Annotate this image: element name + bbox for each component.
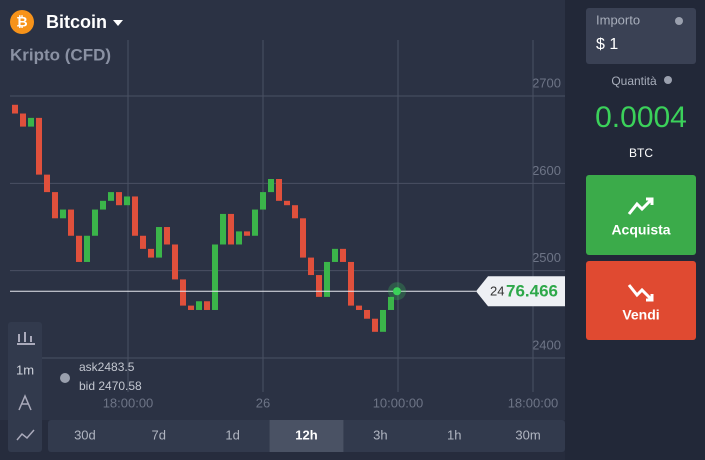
candle (76, 235, 82, 262)
candle (284, 200, 290, 206)
y-tick-label: 2600 (532, 163, 561, 178)
candle (372, 318, 378, 332)
range-label[interactable]: 30m (515, 427, 540, 442)
candle (52, 192, 58, 219)
indicator-icon[interactable] (16, 429, 35, 441)
asset-type: Kripto (CFD) (10, 45, 111, 64)
candle (316, 275, 322, 297)
candle (228, 213, 234, 245)
x-tick-label: 18:00:00 (508, 395, 559, 410)
ask: ask2483.5 (79, 360, 135, 374)
amount-label: Importo (596, 12, 640, 27)
left-toolbar (8, 322, 42, 452)
candle (84, 235, 90, 262)
candle (300, 218, 306, 258)
y-tick-label: 2500 (532, 250, 561, 265)
range-bar: 30d 7d 1d 12h 3h 1h 30m (48, 420, 565, 452)
buy-icon (627, 197, 654, 215)
range-label[interactable]: 1h (447, 427, 461, 442)
dropdown-caret[interactable] (113, 20, 123, 26)
candle (108, 192, 114, 201)
sell-label[interactable]: Vendi (622, 307, 659, 323)
candle (204, 301, 210, 310)
range-label[interactable]: 12h (295, 427, 317, 442)
interval[interactable]: 1m (16, 362, 34, 377)
candle (100, 200, 106, 210)
candle (20, 113, 26, 127)
range-label[interactable]: 7d (152, 427, 166, 442)
x-tick-label: 10:00:00 (373, 395, 424, 410)
amount-box[interactable] (586, 8, 696, 64)
sell-icon (627, 284, 654, 302)
price-dot (393, 287, 401, 296)
candle (292, 205, 298, 219)
candle (196, 301, 202, 310)
candle (252, 209, 258, 236)
candle (44, 174, 50, 193)
candle (60, 209, 66, 219)
candle (268, 179, 274, 193)
candle (380, 309, 386, 332)
sell-button[interactable] (586, 261, 696, 340)
candle (348, 261, 354, 306)
candle (92, 209, 98, 236)
candle (308, 257, 314, 276)
candles-icon[interactable] (17, 332, 35, 345)
unit: BTC (629, 146, 653, 160)
bitcoin-symbol: ₿ (16, 14, 27, 30)
buy-label[interactable]: Acquista (611, 222, 670, 238)
x-tick-label: 18:00:00 (103, 395, 154, 410)
candle (156, 227, 162, 258)
chart: 2400 2500 2600 2700 18:00:00 26 10:00:00 18:00:… (10, 40, 565, 410)
candle (260, 192, 266, 210)
info-icon (675, 17, 683, 25)
quantity-label: Quantità (611, 74, 657, 88)
candle (332, 248, 338, 262)
price-prefix: 24 (490, 284, 504, 299)
candle (180, 279, 186, 306)
candle (36, 117, 42, 175)
info-icon (60, 373, 70, 383)
buy-button[interactable] (586, 175, 696, 255)
y-tick-label: 2700 (532, 75, 561, 90)
candle (324, 261, 330, 297)
range-label[interactable]: 30d (74, 427, 96, 442)
draw-icon[interactable] (18, 394, 32, 411)
candle (236, 231, 242, 245)
candle (388, 296, 394, 310)
candle (28, 117, 34, 127)
range-label[interactable]: 3h (373, 427, 387, 442)
asset-name[interactable]: Bitcoin (46, 12, 107, 32)
candle (220, 213, 226, 245)
candle (276, 179, 282, 201)
candle (164, 227, 170, 245)
bitcoin-icon (10, 10, 34, 34)
candle (212, 244, 218, 310)
amount[interactable]: $ 1 (596, 36, 618, 53)
candle (172, 244, 178, 280)
candle (116, 192, 122, 206)
candle (188, 305, 194, 310)
candle (244, 231, 250, 236)
range-label[interactable]: 1d (225, 427, 239, 442)
x-tick-label: 26 (256, 395, 270, 410)
bid: bid 2470.58 (79, 379, 142, 393)
y-tick-label: 2400 (532, 337, 561, 352)
candle (148, 248, 154, 258)
range-button[interactable] (269, 420, 344, 452)
candle (124, 196, 130, 206)
quantity: 0.0004 (595, 101, 687, 134)
price-tag (476, 276, 565, 307)
candle (68, 209, 74, 236)
candle (364, 309, 370, 319)
info-icon (664, 76, 672, 84)
candle (132, 196, 138, 236)
candle (356, 305, 362, 310)
candle (140, 235, 146, 249)
price-main: 76.466 (506, 282, 558, 301)
candle (12, 104, 18, 114)
candle (340, 248, 346, 262)
